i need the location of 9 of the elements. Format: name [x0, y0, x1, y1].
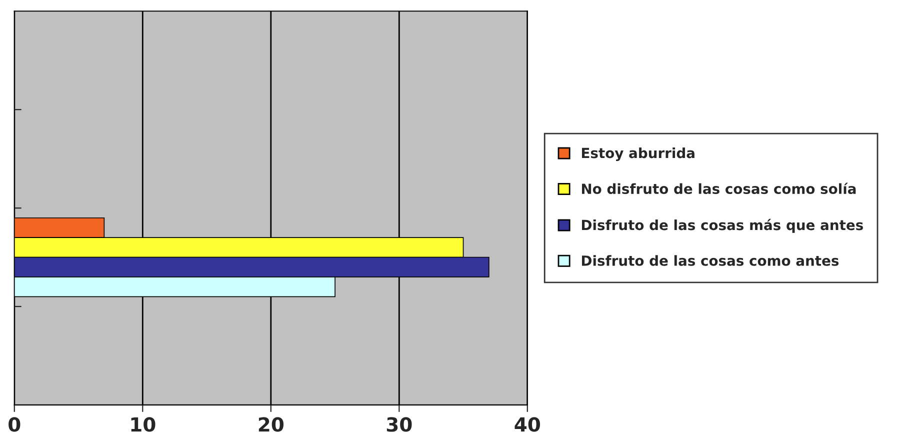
x-tick-label: 20	[258, 417, 284, 432]
x-tick-label: 0	[8, 417, 20, 432]
legend-label: Disfruto de las cosas como antes	[582, 255, 839, 266]
x-tick-label: 30	[386, 417, 412, 432]
legend-label: Disfruto de las cosas más que antes	[582, 218, 863, 233]
legend-label: No disfruto de las cosas como solía	[582, 182, 856, 194]
x-tick-label: 40	[514, 417, 540, 432]
x-tick-label: 10	[131, 417, 156, 432]
legend-label: Estoy aburrida	[582, 147, 694, 162]
